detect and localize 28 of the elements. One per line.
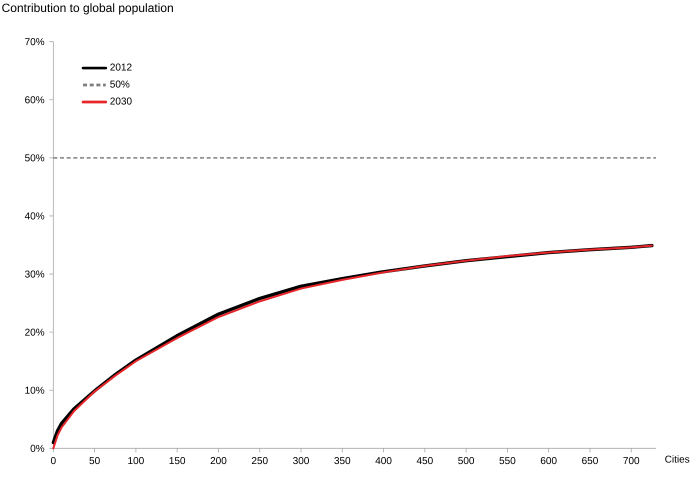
x-tick-label: 200 bbox=[210, 457, 226, 464]
x-tick-label: 350 bbox=[334, 457, 350, 464]
y-tick-label: 60% bbox=[25, 96, 44, 104]
y-tick-label: 20% bbox=[25, 328, 44, 336]
x-tick-label: 450 bbox=[416, 457, 433, 464]
y-tick-label: 70% bbox=[25, 38, 44, 46]
x-tick-label: 500 bbox=[458, 457, 474, 464]
x-tick-label: 150 bbox=[170, 457, 186, 464]
y-tick-label: 50% bbox=[25, 154, 44, 162]
y-tick-label: 40% bbox=[24, 212, 44, 220]
x-tick-label: 250 bbox=[252, 457, 268, 464]
x-tick-label: 650 bbox=[582, 457, 598, 464]
legend-label: 2030 bbox=[110, 98, 132, 105]
x-axis-title: Cities bbox=[665, 455, 690, 463]
x-tick-label: 50 bbox=[89, 457, 100, 464]
x-tick-label: 600 bbox=[540, 457, 557, 464]
y-tick-label: 30% bbox=[24, 270, 44, 278]
y-tick-label: 10% bbox=[25, 386, 44, 394]
x-tick-label: 0 bbox=[50, 457, 56, 464]
x-tick-label: 400 bbox=[375, 457, 392, 464]
legend-label: 2012 bbox=[110, 64, 132, 71]
x-tick-label: 700 bbox=[623, 457, 640, 464]
x-tick-label: 300 bbox=[293, 457, 309, 464]
legend-label: 50% bbox=[110, 80, 130, 88]
y-tick-label: 0% bbox=[30, 444, 44, 452]
x-tick-label: 550 bbox=[499, 457, 516, 464]
chart-title: Contribution to global population bbox=[2, 3, 173, 14]
x-tick-label: 100 bbox=[128, 457, 144, 464]
